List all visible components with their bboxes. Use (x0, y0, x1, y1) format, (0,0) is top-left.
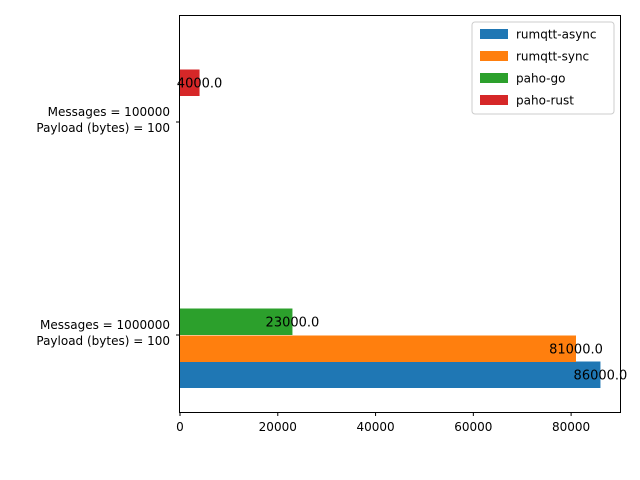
legend-swatch-paho-go (480, 73, 508, 83)
legend-label-rumqtt-async: rumqtt-async (516, 28, 597, 42)
bar-label-paho-go-0: 23000.0 (266, 315, 320, 330)
bars-group (180, 69, 601, 388)
y-axis: Messages = 1000000 Payload (bytes) = 100 M… (36, 105, 180, 348)
bar-paho-go-0 (180, 308, 293, 335)
plot-frame (179, 15, 621, 413)
y-tick-label: Payload (bytes) = 100 (36, 121, 170, 135)
x-tick-label: 40000 (356, 420, 394, 434)
y-tick-label: Messages = 1000000 (40, 318, 170, 332)
bar-rumqtt-sync-0 (180, 335, 576, 362)
legend-swatch-rumqtt-sync (480, 51, 508, 61)
legend-swatch-rumqtt-async (480, 29, 508, 39)
x-tick-label: 60000 (454, 420, 492, 434)
bar-label-paho-rust-1: 4000.0 (177, 76, 223, 91)
x-tick-label: 0 (176, 420, 184, 434)
x-tick-label: 20000 (259, 420, 297, 434)
y-tick-label: Messages = 100000 (48, 105, 170, 119)
bar-rumqtt-async-0 (180, 361, 601, 388)
legend: rumqtt-async rumqtt-sync paho-go paho-rust (471, 21, 615, 115)
bar-paho-rust-1 (180, 69, 200, 96)
bar-labels-group: 86000.0 81000.0 23000.0 4000.0 (177, 76, 628, 383)
bar-label-rumqtt-sync-0: 81000.0 (549, 342, 603, 357)
y-tick-label: Payload (bytes) = 100 (36, 334, 170, 348)
legend-label-paho-go: paho-go (516, 72, 565, 86)
bar-label-rumqtt-async-0: 86000.0 (574, 368, 628, 383)
legend-label-rumqtt-sync: rumqtt-sync (516, 50, 589, 64)
legend-label-paho-rust: paho-rust (516, 94, 574, 108)
x-axis: 0 20000 40000 60000 80000 (176, 412, 590, 434)
legend-swatch-paho-rust (480, 95, 508, 105)
x-tick-label: 80000 (552, 420, 590, 434)
legend-box (471, 21, 615, 115)
